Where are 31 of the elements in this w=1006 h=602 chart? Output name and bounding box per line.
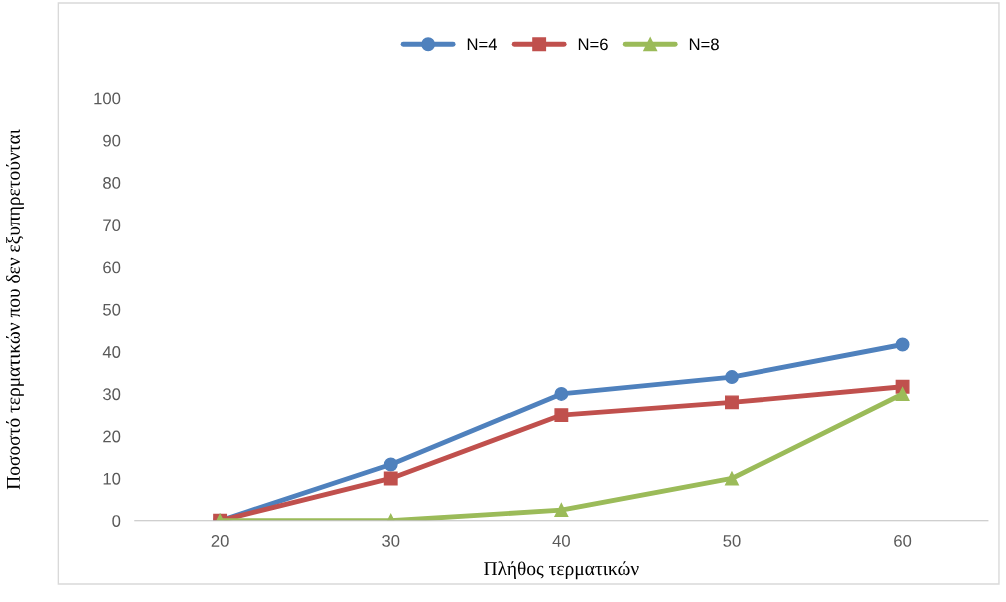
y-tick-label: 40 xyxy=(102,346,121,358)
x-tick-label: 30 xyxy=(382,535,400,547)
x-tick-label: 20 xyxy=(211,535,229,547)
y-tick-label: 30 xyxy=(103,388,121,401)
legend-label: N=6 xyxy=(578,38,608,51)
y-tick-label: 80 xyxy=(103,177,121,189)
y-tick-label: 90 xyxy=(103,134,121,147)
point xyxy=(554,408,569,423)
y-tick-label: 50 xyxy=(103,303,121,316)
point xyxy=(383,471,398,486)
x-axis-title: Πλήθος τερματικών xyxy=(484,561,639,580)
y-tick-label: 60 xyxy=(103,261,121,274)
point xyxy=(725,370,739,384)
point xyxy=(725,395,739,410)
x-tick-label: 40 xyxy=(552,535,570,547)
x-tick-label: 60 xyxy=(894,535,912,547)
point xyxy=(554,503,569,518)
y-axis-title: Ποσοστό τερματικών που δεν εξυπηρετούνται xyxy=(6,129,24,490)
point xyxy=(895,387,910,401)
y-tick-label: 20 xyxy=(103,430,121,443)
legend-label: N=8 xyxy=(689,38,719,51)
y-tick-label: 100 xyxy=(94,92,121,105)
legend-label: N=4 xyxy=(467,38,498,51)
y-tick-label: 10 xyxy=(103,472,121,485)
y-tick-label: 0 xyxy=(112,515,121,527)
point xyxy=(725,471,739,486)
point xyxy=(554,387,569,401)
y-tick-label: 70 xyxy=(103,219,121,232)
point xyxy=(383,457,398,472)
x-tick-label: 50 xyxy=(723,535,741,547)
point xyxy=(895,337,910,352)
